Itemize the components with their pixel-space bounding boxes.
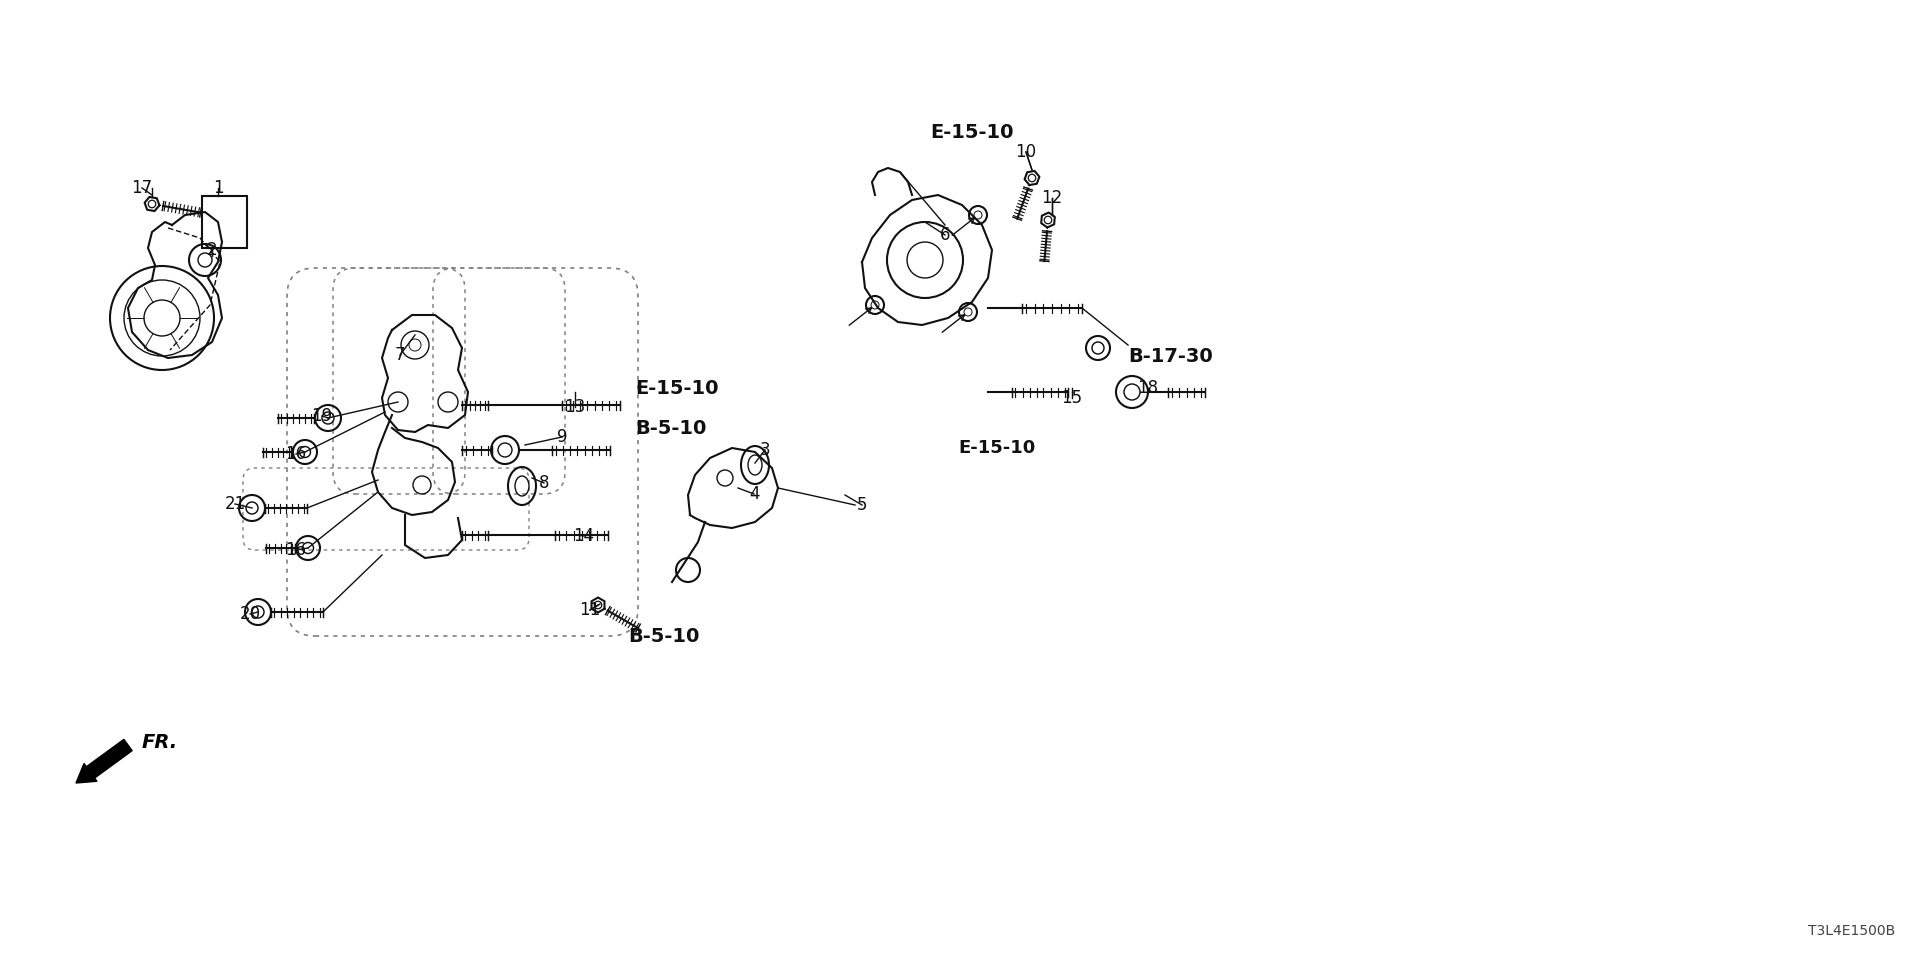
Text: 3: 3 [760, 441, 770, 459]
Text: 1: 1 [213, 179, 223, 197]
Text: 13: 13 [564, 398, 586, 416]
Text: E-15-10: E-15-10 [929, 123, 1014, 141]
Text: 16: 16 [286, 541, 307, 559]
Text: 15: 15 [1062, 389, 1083, 407]
Text: B-17-30: B-17-30 [1129, 347, 1213, 366]
Text: 2: 2 [207, 241, 217, 259]
Text: T3L4E1500B: T3L4E1500B [1809, 924, 1895, 938]
Text: 16: 16 [286, 445, 307, 463]
Bar [202, 196, 248, 248]
Text: 8: 8 [540, 474, 549, 492]
Text: B-5-10: B-5-10 [636, 419, 707, 438]
Text: 17: 17 [131, 179, 152, 197]
Text: 9: 9 [557, 428, 566, 446]
FancyArrow shape [77, 739, 132, 783]
Text: E-15-10: E-15-10 [958, 439, 1035, 457]
Text: 19: 19 [311, 407, 332, 425]
Text: 14: 14 [574, 527, 595, 545]
Text: 10: 10 [1016, 143, 1037, 161]
Text: FR.: FR. [142, 732, 179, 752]
Text: 5: 5 [856, 496, 868, 514]
Text: 12: 12 [1041, 189, 1062, 207]
Text: B-5-10: B-5-10 [628, 627, 699, 645]
Text: 4: 4 [749, 485, 758, 503]
Text: 7: 7 [396, 346, 405, 364]
Text: 20: 20 [240, 605, 261, 623]
Text: 11: 11 [580, 601, 601, 619]
Text: 6: 6 [939, 226, 950, 244]
Text: 18: 18 [1137, 379, 1158, 397]
Text: E-15-10: E-15-10 [636, 378, 718, 397]
Text: 21: 21 [225, 495, 246, 513]
